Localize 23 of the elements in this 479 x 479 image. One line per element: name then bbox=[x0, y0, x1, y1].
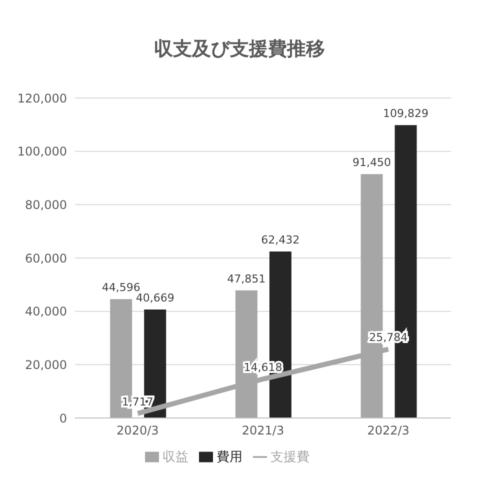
data-label: 47,851 bbox=[227, 272, 266, 286]
legend-label: 収益 bbox=[162, 450, 188, 465]
y-tick-label: 40,000 bbox=[25, 304, 67, 319]
x-tick-label: 2022/3 bbox=[367, 424, 410, 438]
legend-label: 費用 bbox=[216, 450, 242, 465]
data-label: 109,829 bbox=[383, 107, 429, 120]
legend-label: 支援費 bbox=[270, 450, 310, 465]
data-label: 91,450 bbox=[352, 156, 392, 170]
y-tick-label: 80,000 bbox=[25, 198, 67, 212]
data-label: 62,432 bbox=[261, 234, 300, 247]
data-label: 1,717 bbox=[122, 395, 154, 408]
x-tick-label: 2021/3 bbox=[242, 424, 284, 438]
y-tick-label: 120,000 bbox=[17, 91, 67, 106]
data-label: 25,784 bbox=[369, 331, 408, 344]
data-label: 40,669 bbox=[136, 292, 174, 305]
y-tick-label: 20,000 bbox=[25, 358, 67, 372]
x-tick-label: 2020/3 bbox=[116, 424, 159, 438]
data-label: 44,596 bbox=[102, 281, 140, 294]
y-tick-label: 60,000 bbox=[25, 251, 67, 266]
y-tick-label: 0 bbox=[59, 411, 67, 426]
y-tick-label: 100,000 bbox=[17, 144, 67, 159]
data-label: 14,618 bbox=[244, 361, 282, 374]
chart-title: 収支及び支援費推移 bbox=[153, 37, 326, 62]
